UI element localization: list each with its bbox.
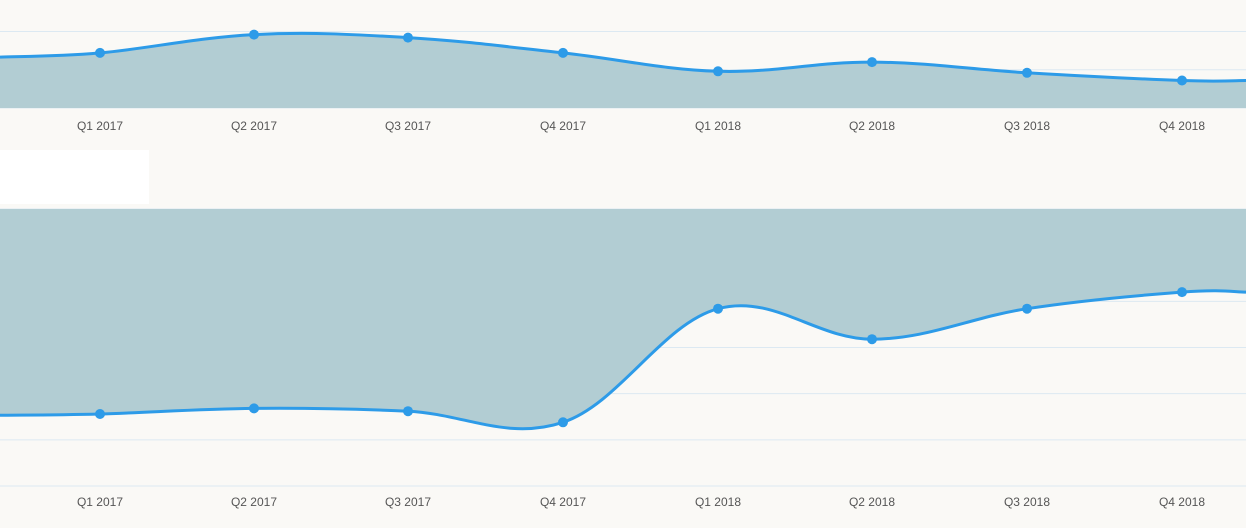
x-tick-label: Q2 2018 [849,495,895,509]
data-point[interactable] [249,403,259,414]
x-tick-label: Q3 2017 [385,119,431,133]
data-point[interactable] [713,66,723,77]
x-tick-label: Q1 2018 [695,495,741,509]
x-tick-label: Q3 2017 [385,495,431,509]
x-tick-label: Q2 2018 [849,119,895,133]
data-point[interactable] [558,47,568,58]
data-point[interactable] [249,29,259,40]
data-point[interactable] [403,32,413,43]
chart-top: Q1 2017 Q2 2017 Q3 2017 Q4 2017 Q1 2018 Q2 20… [0,29,1246,133]
data-point[interactable] [403,406,413,417]
data-point[interactable] [713,303,723,314]
x-tick-label: Q1 2017 [77,119,123,133]
data-point[interactable] [1177,75,1187,86]
data-point[interactable] [95,47,105,58]
data-point[interactable] [558,417,568,428]
x-tick-label: Q1 2018 [695,119,741,133]
x-tick-label: Q3 2018 [1004,119,1050,133]
data-point[interactable] [867,334,877,345]
area-fill [0,33,1246,108]
data-point[interactable] [1177,287,1187,298]
x-tick-label: Q2 2017 [231,119,277,133]
x-tick-label: Q4 2018 [1159,495,1205,509]
legend-card [0,150,149,204]
data-point[interactable] [1022,67,1032,78]
x-tick-label: Q1 2017 [77,495,123,509]
x-tick-label: Q2 2017 [231,495,277,509]
series-line [0,289,1246,431]
x-tick-label: Q4 2017 [540,495,586,509]
data-point[interactable] [95,409,105,419]
data-point[interactable] [1022,303,1032,314]
x-tick-label: Q3 2018 [1004,495,1050,509]
x-tick-label: Q4 2017 [540,119,586,133]
data-point[interactable] [867,57,877,68]
x-tick-label: Q4 2018 [1159,119,1205,133]
chart-bottom: Q1 2017 Q2 2017 Q3 2017 Q4 2017 Q1 2018 Q2 20… [0,208,1246,509]
series-line [0,31,1246,83]
area-fill [0,209,1246,429]
